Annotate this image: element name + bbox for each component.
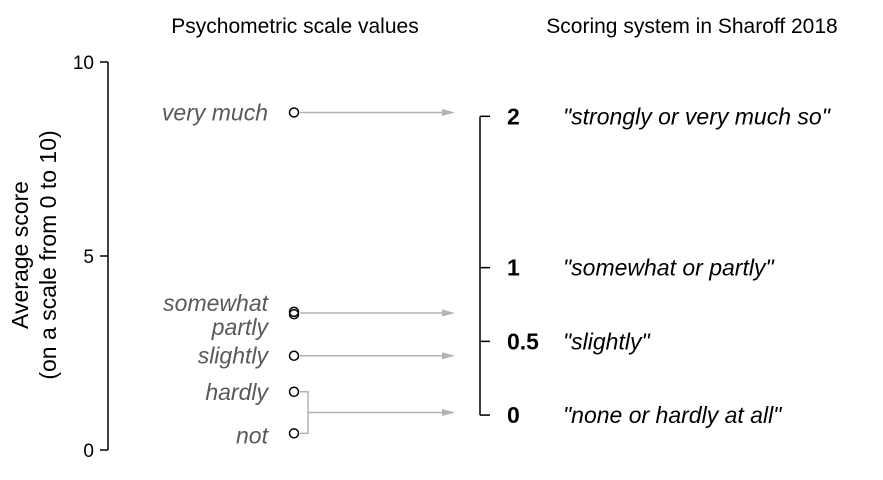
y-axis-label-line1: Average score	[7, 181, 33, 329]
scale-point-slightly	[288, 350, 300, 361]
mapping-arrow-0	[300, 108, 455, 116]
mapping-arrow-3	[308, 409, 455, 417]
scale-label-hardly: hardly	[205, 379, 269, 405]
score-description-1: "somewhat or partly"	[563, 255, 775, 281]
scale-label-very-much: very much	[162, 99, 268, 125]
y-axis-label: Average score (on a scale from 0 to 10)	[7, 130, 61, 379]
score-description-2: "slightly"	[563, 328, 651, 354]
mapping-arrow-2	[300, 352, 455, 360]
left-title: Psychometric scale values	[171, 15, 418, 38]
mapping-arrow-1	[300, 309, 455, 317]
scale-label-partly: partly	[211, 314, 270, 340]
right-title: Scoring system in Sharoff 2018	[546, 15, 837, 38]
scale-point-very-much	[288, 107, 300, 118]
scoring-axis: 2 "strongly or very much so" 1 "somewhat or…	[479, 103, 832, 428]
y-tick-label-1: 5	[83, 247, 94, 268]
scale-point-hardly	[288, 386, 300, 398]
scale-label-not: not	[236, 422, 270, 448]
score-value-0: 2	[507, 103, 520, 129]
score-description-0: "strongly or very much so"	[563, 103, 832, 129]
mapping-arrows	[300, 108, 455, 435]
score-description-3: "none or hardly at all"	[563, 402, 783, 428]
score-value-1: 1	[507, 255, 520, 281]
y-axis: 0 5 10	[73, 53, 109, 462]
scale-point-partly	[288, 308, 300, 320]
scale-point-not	[288, 428, 300, 439]
score-value-3: 0	[507, 402, 520, 428]
scale-label-somewhat: somewhat	[163, 290, 269, 316]
scale-label-slightly: slightly	[198, 343, 270, 369]
y-tick-label-2: 10	[73, 53, 94, 74]
score-value-2: 0.5	[507, 328, 539, 354]
y-axis-label-line2: (on a scale from 0 to 10)	[35, 130, 61, 379]
mapping-bracket-3	[300, 391, 309, 435]
y-tick-label-0: 0	[83, 441, 94, 462]
